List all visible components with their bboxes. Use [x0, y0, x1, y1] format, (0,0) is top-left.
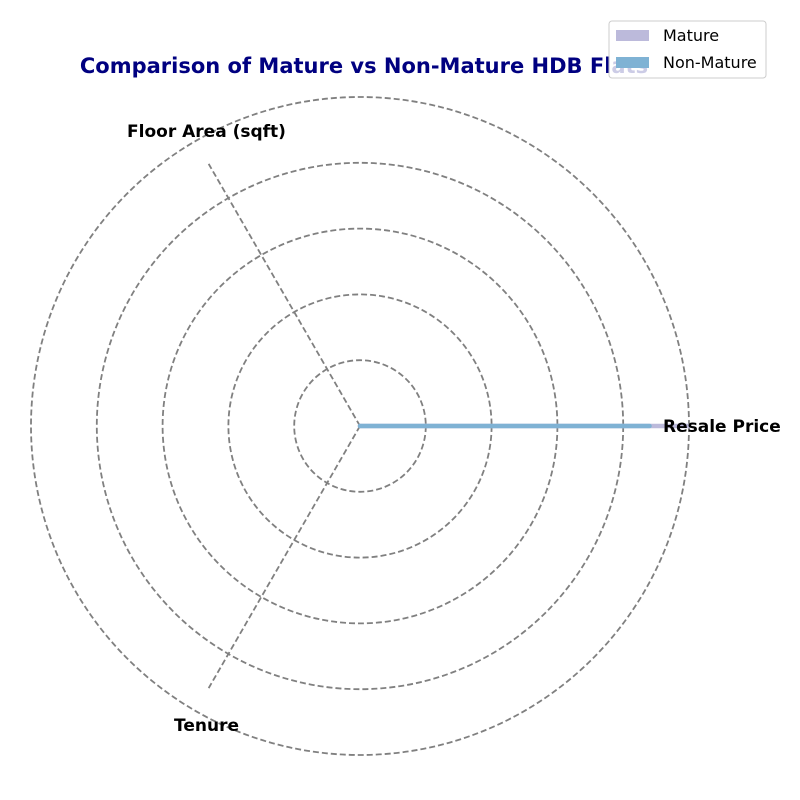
legend-label-mature: Mature	[663, 26, 719, 45]
legend: Mature Non-Mature	[608, 20, 767, 79]
axis-label-tenure: Tenure	[174, 716, 239, 736]
axis-labels: Resale Price Floor Area (sqft) Tenure	[127, 122, 781, 736]
axis-spoke-3	[207, 425, 361, 689]
legend-label-non-mature: Non-Mature	[663, 53, 757, 72]
legend-swatch-mature	[616, 30, 649, 41]
axis-spoke-2	[207, 163, 361, 427]
legend-swatch-non-mature	[616, 57, 649, 68]
axis-label-floor-area-sqft: Floor Area (sqft)	[127, 122, 286, 142]
chart-title: Comparison of Mature vs Non-Mature HDB F…	[80, 54, 648, 78]
axis-label-resale-price: Resale Price	[663, 417, 781, 437]
